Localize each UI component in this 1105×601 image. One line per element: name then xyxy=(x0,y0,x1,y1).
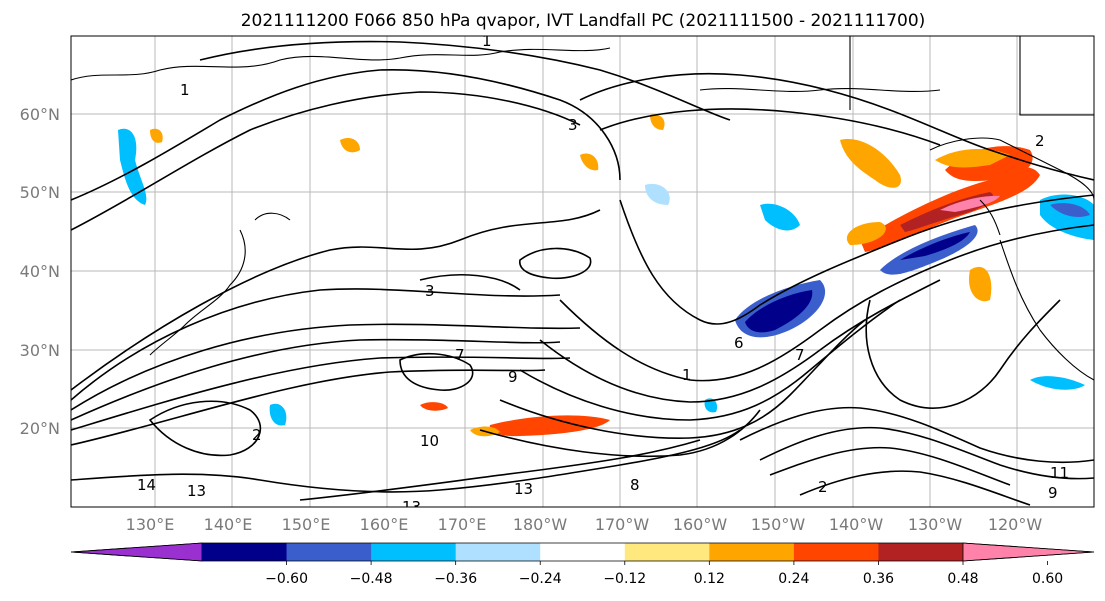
contour-label: 3 xyxy=(568,116,578,134)
lat-label: 20°N xyxy=(20,419,60,438)
colorbar-segment xyxy=(286,543,372,561)
figure-title: 2021111200 F066 850 hPa qvapor, IVT Land… xyxy=(241,11,926,31)
contour-label: 7 xyxy=(795,346,805,364)
colorbar-tick-label: −0.24 xyxy=(519,571,562,587)
colorbar-tick-labels: −0.60 −0.48 −0.36 −0.24 −0.12 0.12 0.24 0.36 0.4… xyxy=(265,561,1063,587)
contour-label: 9 xyxy=(1048,484,1058,502)
longitude-labels: 130°E 140°E 150°E 160°E 170°E 180°W 170°… xyxy=(126,515,1043,534)
contour-label: 11 xyxy=(1050,464,1069,482)
ivt-contours xyxy=(71,40,1094,506)
colorbar-segment xyxy=(70,542,203,562)
contour-label: 7 xyxy=(455,346,465,364)
lon-label: 140°E xyxy=(204,515,253,534)
lon-label: 170°W xyxy=(595,515,650,534)
colorbar-tick-label: 0.36 xyxy=(863,571,894,587)
map-frame xyxy=(70,35,1095,508)
contour-labels: 1 1 3 2 3 7 9 10 14 13 13 11 9 2 13 8 6 … xyxy=(137,32,1069,516)
lon-label: 180°W xyxy=(513,515,568,534)
contour-label: 2 xyxy=(1035,132,1045,150)
lon-label: 160°W xyxy=(673,515,728,534)
lat-label: 50°N xyxy=(20,183,60,202)
colorbar-tick-label: −0.48 xyxy=(350,571,393,587)
colorbar-segment xyxy=(202,543,288,561)
colorbar-tick-label: −0.12 xyxy=(603,571,646,587)
coastlines xyxy=(71,36,1094,381)
contour-label: 1 xyxy=(180,81,190,99)
lon-label: 130°W xyxy=(908,515,963,534)
contour-label: 14 xyxy=(137,476,156,494)
map-area: 1 1 3 2 3 7 9 10 14 13 13 11 9 2 13 8 6 … xyxy=(71,32,1094,516)
lat-label: 40°N xyxy=(20,262,60,281)
colorbar-segment xyxy=(371,543,457,561)
contour-label: 13 xyxy=(514,480,533,498)
contour-label: 2 xyxy=(252,426,262,444)
colorbar-segment xyxy=(455,543,541,561)
contour-label: 10 xyxy=(420,432,439,450)
lon-label: 150°W xyxy=(751,515,806,534)
latitude-labels: 60°N 50°N 40°N 30°N 20°N xyxy=(20,105,60,438)
lon-label: 160°E xyxy=(360,515,409,534)
lon-label: 130°E xyxy=(126,515,175,534)
lon-label: 170°E xyxy=(438,515,487,534)
colorbar-tick-label: −0.60 xyxy=(265,571,308,587)
contour-label: 1 xyxy=(682,366,692,384)
lon-label: 120°W xyxy=(988,515,1043,534)
colorbar-segment xyxy=(540,543,626,561)
contour-label: 6 xyxy=(734,334,744,352)
contour-label: 3 xyxy=(425,282,435,300)
lon-label: 140°W xyxy=(829,515,884,534)
colorbar-tick-label: 0.24 xyxy=(778,571,809,587)
contour-label: 2 xyxy=(818,478,828,496)
contour-label: 1 xyxy=(482,32,492,50)
lon-label: 150°E xyxy=(282,515,331,534)
colorbar-segment xyxy=(878,543,964,561)
colorbar-tick-label: 0.12 xyxy=(694,571,725,587)
colorbar-segment xyxy=(793,543,879,561)
colorbar-outline xyxy=(70,542,1095,562)
colorbar-tick-label: −0.36 xyxy=(434,571,477,587)
contour-label: 8 xyxy=(630,476,640,494)
colorbar-segment xyxy=(962,542,1095,562)
contour-label: 13 xyxy=(187,482,206,500)
qvapor-shading xyxy=(118,114,1094,437)
colorbar-tick-label: 0.60 xyxy=(1032,571,1063,587)
colorbar-tick-label: 0.48 xyxy=(947,571,978,587)
colorbar xyxy=(70,542,1095,562)
contour-label: 13 xyxy=(402,498,421,516)
lat-label: 30°N xyxy=(20,341,60,360)
lat-label: 60°N xyxy=(20,105,60,124)
colorbar-segment xyxy=(624,543,710,561)
contour-label: 9 xyxy=(508,368,518,386)
colorbar-segment xyxy=(709,543,795,561)
